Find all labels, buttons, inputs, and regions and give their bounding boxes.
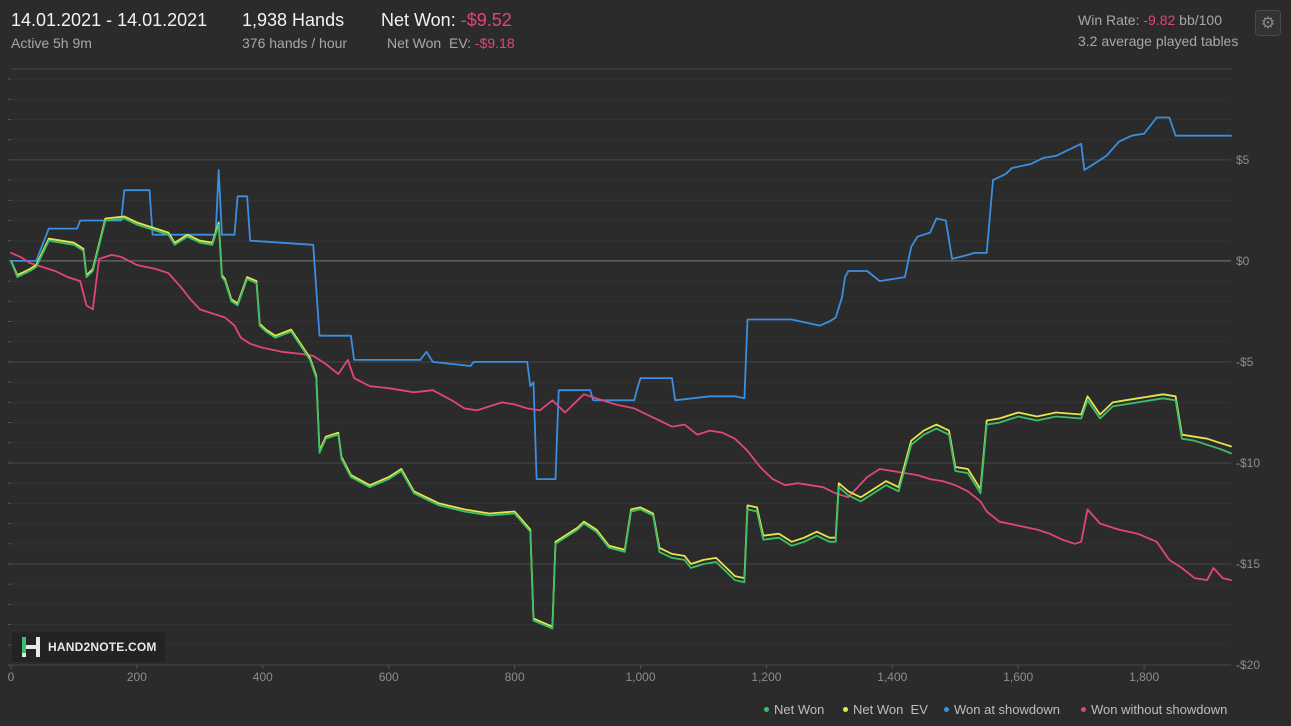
x-tick-label: 1,400 bbox=[877, 670, 907, 684]
grid-lines bbox=[8, 68, 1231, 666]
win-rate-unit: bb/100 bbox=[1179, 12, 1222, 28]
gear-icon[interactable]: ⚙ bbox=[1255, 10, 1281, 36]
legend-item-won-without-showdown[interactable]: Won without showdown bbox=[1081, 702, 1227, 718]
average-tables: 3.2 average played tables bbox=[1078, 33, 1239, 49]
active-duration: Active 5h 9m bbox=[11, 35, 92, 51]
series-line-net-won-ev bbox=[10, 215, 1232, 628]
hands-per-hour: 376 hands / hour bbox=[242, 35, 348, 51]
net-won-ev: Net Won EV: -$9.18 bbox=[387, 35, 515, 51]
net-won: Net Won: -$9.52 bbox=[381, 10, 512, 31]
watermark-text: HAND2NOTE.COM bbox=[48, 640, 157, 654]
y-tick-label: $5 bbox=[1236, 153, 1250, 167]
y-tick-label: -$15 bbox=[1236, 557, 1260, 571]
net-won-ev-value: -$9.18 bbox=[474, 35, 515, 51]
net-won-ev-label: Net Won EV: bbox=[387, 35, 472, 51]
legend-item-net-won-ev[interactable]: Net Won EV bbox=[843, 702, 928, 718]
date-range: 14.01.2021 - 14.01.2021 bbox=[11, 10, 208, 30]
net-won-value: -$9.52 bbox=[460, 10, 512, 30]
x-tick-label: 400 bbox=[253, 670, 273, 684]
legend-label: Net Won EV bbox=[853, 702, 928, 717]
x-axis-ticks: 0 200 400 600 800 1,000 1,200 1,400 1,600 1,800 bbox=[8, 665, 1159, 684]
hands-count: 1,938 Hands bbox=[242, 10, 345, 30]
x-tick-label: 1,200 bbox=[751, 670, 781, 684]
x-tick-label: 600 bbox=[379, 670, 399, 684]
legend-label: Net Won bbox=[774, 702, 825, 717]
legend-item-net-won[interactable]: Net Won bbox=[764, 702, 824, 718]
win-rate: Win Rate: -9.82 bb/100 bbox=[1078, 12, 1222, 28]
series-line-non-showdown bbox=[10, 252, 1232, 581]
stats-header: 14.01.2021 - 14.01.2021 Active 5h 9m 1,9… bbox=[0, 0, 1291, 60]
legend-label: Won without showdown bbox=[1091, 702, 1228, 717]
legend-marker bbox=[944, 707, 949, 713]
legend-label: Won at showdown bbox=[954, 702, 1060, 717]
legend-marker bbox=[764, 707, 769, 713]
y-tick-label: -$10 bbox=[1236, 456, 1260, 470]
net-won-label: Net Won: bbox=[381, 10, 456, 30]
x-tick-label: 1,000 bbox=[625, 670, 655, 684]
y-tick-label: -$5 bbox=[1236, 355, 1254, 369]
y-tick-label: $0 bbox=[1236, 254, 1250, 268]
x-tick-label: 1,800 bbox=[1129, 670, 1159, 684]
y-tick-label: -$20 bbox=[1236, 658, 1260, 672]
series-lines bbox=[10, 116, 1232, 630]
win-rate-label: Win Rate: bbox=[1078, 12, 1140, 28]
x-tick-label: 200 bbox=[127, 670, 147, 684]
legend-marker bbox=[843, 707, 848, 713]
legend-marker bbox=[1081, 707, 1086, 713]
h2n-logo-icon bbox=[22, 637, 40, 657]
hand2note-watermark: HAND2NOTE.COM bbox=[12, 632, 165, 662]
x-tick-label: 800 bbox=[505, 670, 525, 684]
y-axis-ticks: $5 $0 -$5 -$10 -$15 -$20 bbox=[1236, 153, 1260, 672]
legend-item-won-at-showdown[interactable]: Won at showdown bbox=[944, 702, 1060, 718]
series-line-showdown bbox=[10, 116, 1232, 480]
x-tick-label: 0 bbox=[8, 670, 15, 684]
win-rate-value: -9.82 bbox=[1143, 12, 1176, 28]
series-line-net-won bbox=[10, 217, 1232, 630]
x-tick-label: 1,600 bbox=[1003, 670, 1033, 684]
